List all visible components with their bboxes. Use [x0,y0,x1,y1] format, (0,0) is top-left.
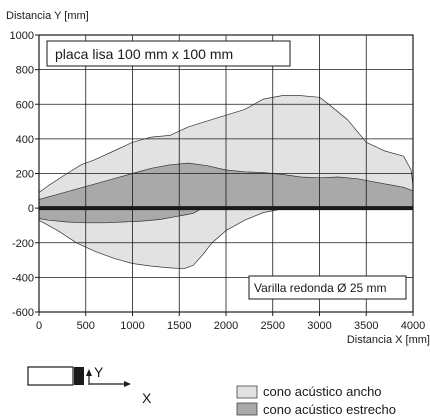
legend-swatch-narrow [236,402,258,416]
legend-label-wide: cono acústico ancho [263,384,382,399]
sensor-head [74,367,84,385]
legend-swatch-wide [236,385,258,399]
y-tick-label: -400 [12,272,34,284]
legend-label-narrow: cono acústico estrecho [263,402,396,417]
rod-label: Varilla redonda Ø 25 mm [254,281,387,295]
y-tick-label: 200 [16,169,34,181]
sensor-diagram: Y X [27,364,152,406]
x-axis-label: Distancia X [mm] [347,334,430,346]
sensor-x-arrowhead [124,381,131,387]
target-label: placa lisa 100 mm x 100 mm [55,46,233,62]
x-tick-label: 3000 [307,320,331,332]
y-axis-label: Distancia Y [mm] [6,10,89,22]
target-label-box [46,40,291,67]
x-tick-label: 3500 [354,320,378,332]
x-tick-label: 2000 [214,320,238,332]
sensor-y-label: Y [94,364,104,380]
x-tick-label: 2500 [261,320,285,332]
x-tick-label: 0 [36,320,42,332]
sensor-body [27,366,74,386]
y-tick-label: 400 [16,134,34,146]
sensor-x-label: X [142,390,152,406]
y-tick-label: 1000 [10,30,34,42]
y-tick-label: 0 [28,203,34,215]
y-tick-label: 600 [16,99,34,111]
y-tick-label: -200 [12,238,34,250]
legend: cono acústico ancho cono acústico estrec… [236,384,396,417]
y-tick-label: 800 [16,65,34,77]
x-tick-label: 1500 [167,320,191,332]
rod-label-box [248,275,407,300]
x-tick-label: 4000 [401,320,425,332]
sensor-y-arrowhead [86,369,92,376]
x-tick-label: 1000 [120,320,144,332]
x-tick-label: 500 [77,320,95,332]
plot-area: 0 500 1000 1500 2000 2500 3000 3500 4000-600-400… [10,30,426,332]
rod-bar [39,206,413,211]
y-tick-label: -600 [12,307,34,319]
